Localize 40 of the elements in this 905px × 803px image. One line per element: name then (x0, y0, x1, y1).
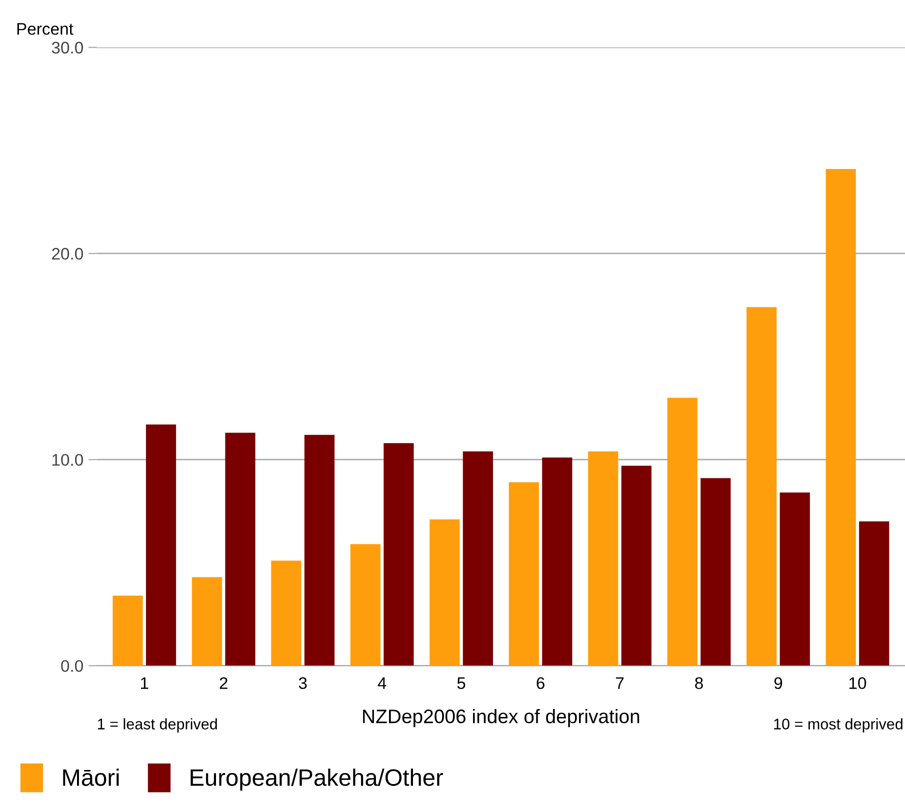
legend-label: European/Pakeha/Other (190, 768, 444, 791)
bar (146, 424, 176, 666)
x-axis-title: NZDep2006 index of deprivation (363, 709, 640, 728)
x-tick-label: 1 (141, 677, 148, 689)
bar (304, 434, 335, 666)
bar (192, 577, 222, 666)
x-tick-label: 4 (378, 677, 386, 689)
bar (462, 451, 493, 666)
y-tick-label: 30.0 (52, 42, 83, 54)
x-tick-label: 8 (695, 677, 703, 690)
bar (746, 307, 777, 666)
legend-label: Māori (63, 768, 119, 786)
bar (350, 544, 380, 666)
bar (384, 443, 414, 666)
x-tick-label: 6 (536, 677, 544, 690)
bar (430, 519, 460, 666)
y-tick-label: 20.0 (52, 248, 83, 260)
bar (700, 478, 731, 666)
bar (588, 451, 618, 666)
bar (271, 560, 302, 666)
bar (780, 492, 810, 666)
text: 10 = most deprived (774, 718, 902, 732)
bar (621, 466, 652, 666)
y-tick-label: 10.0 (52, 454, 83, 466)
y-axis-title: Percent (17, 23, 74, 35)
x-tick-label: 2 (220, 677, 228, 689)
bar (508, 482, 539, 666)
bar (667, 398, 698, 666)
x-tick-label: 3 (298, 677, 307, 690)
y-tick-label: 0.0 (61, 660, 83, 672)
x-tick-label: 7 (616, 677, 624, 689)
x-tick-label: 9 (774, 677, 782, 690)
text: 1 = least deprived (98, 718, 217, 732)
bar (826, 168, 856, 666)
bar (859, 521, 890, 666)
bar (542, 458, 572, 666)
x-tick-label: 5 (457, 677, 466, 690)
bar (112, 596, 143, 666)
bar (225, 432, 256, 666)
x-tick-label: 10 (849, 677, 866, 690)
